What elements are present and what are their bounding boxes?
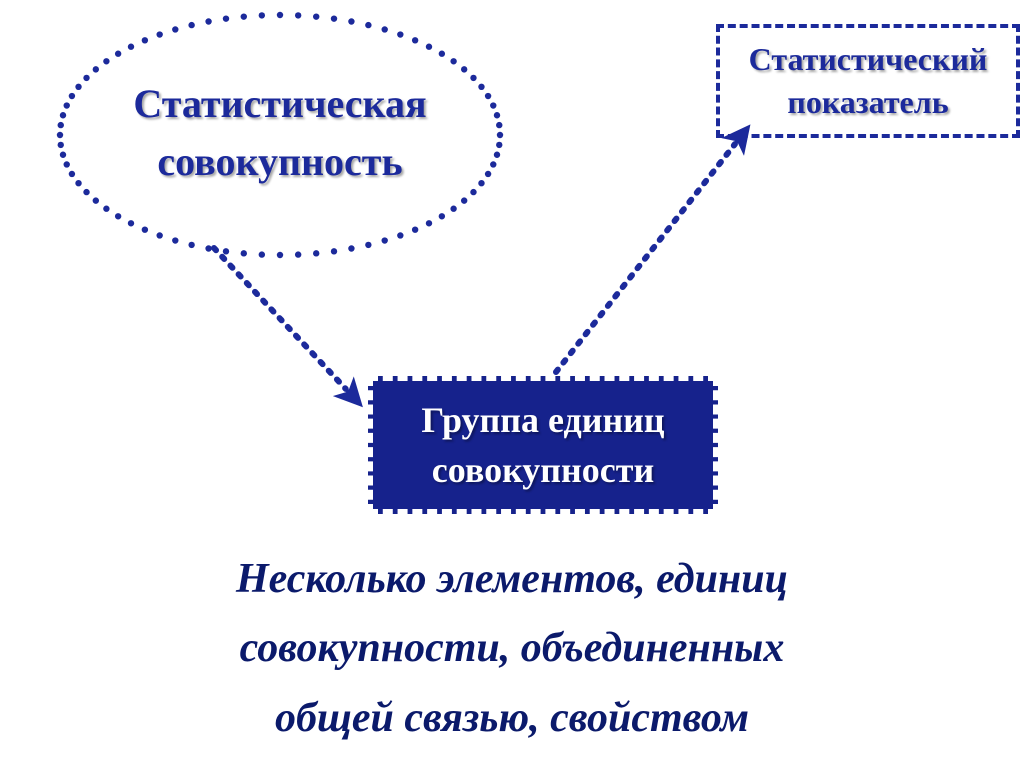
desc-line1: Несколько элементов, единиц xyxy=(236,556,788,602)
ellipse-line1: Статистическая xyxy=(133,81,426,126)
ellipse-node: Статистическая совокупность xyxy=(95,75,465,191)
center-line1: Группа единиц xyxy=(421,395,664,445)
topright-node: Статистический показатель xyxy=(716,24,1020,138)
description-text: Несколько элементов, единиц совокупности… xyxy=(70,545,954,753)
center-node: Группа единиц совокупности xyxy=(368,376,718,514)
desc-line2: совокупности, объединенных xyxy=(240,625,785,671)
center-line2: совокупности xyxy=(432,445,654,495)
desc-line3: общей связью, свойством xyxy=(275,695,749,741)
topright-line1: Статистический xyxy=(749,38,988,81)
diagram-canvas: Статистическая совокупность Статистическ… xyxy=(0,0,1024,767)
topright-line2: показатель xyxy=(787,81,948,124)
ellipse-line2: совокупность xyxy=(157,139,402,184)
